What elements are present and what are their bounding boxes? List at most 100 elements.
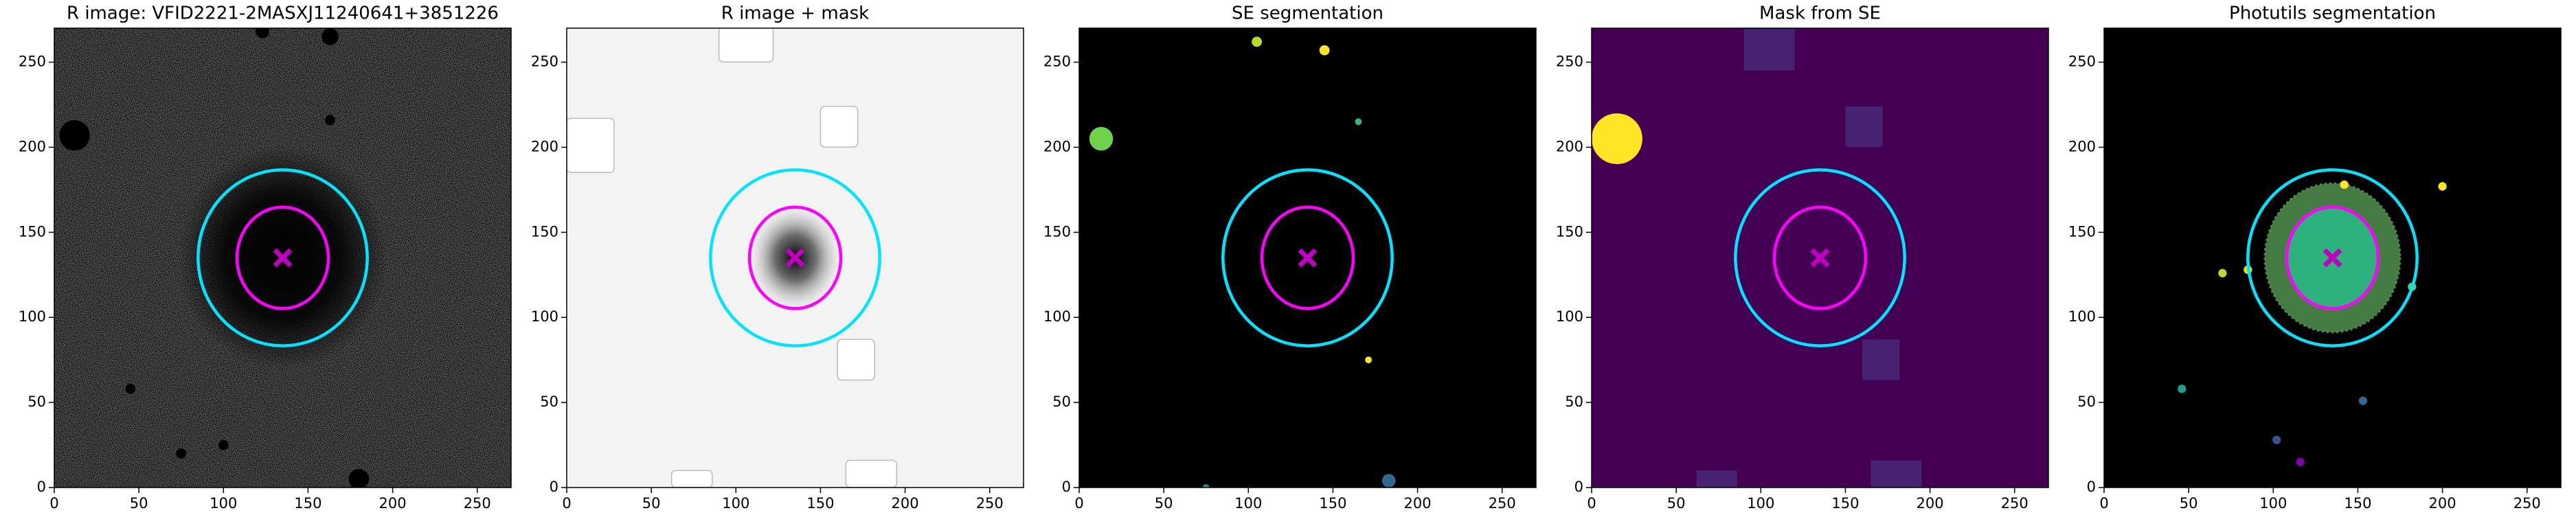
panel-title: SE segmentation: [1232, 3, 1383, 24]
panel-image: [1592, 28, 2048, 488]
x-tick-label: 0: [1074, 495, 1083, 512]
mask-patch: [1862, 339, 1900, 380]
y-tick-label: 50: [540, 393, 558, 410]
y-tick-label: 250: [19, 54, 46, 70]
axes-frame: [2103, 27, 2562, 488]
segment: [2272, 435, 2281, 444]
x-tick-label: 100: [2259, 495, 2287, 512]
star: [321, 28, 339, 45]
mask-patch: [718, 28, 774, 62]
panel-title: Photutils segmentation: [2229, 3, 2436, 24]
star: [59, 119, 90, 151]
panel-image: [2104, 28, 2561, 488]
mask-patch: [820, 106, 859, 148]
aperture-ellipse: [1260, 205, 1355, 310]
x-tick-label: 0: [2099, 495, 2108, 512]
center-marker: [1810, 248, 1830, 268]
y-tick-label: 150: [1556, 223, 1583, 240]
y-tick-label: 250: [531, 54, 558, 70]
x-tick-label: 200: [379, 495, 407, 512]
y-tick-label: 250: [2068, 54, 2096, 70]
panel-title: R image: VFID2221-2MASXJ11240641+3851226: [67, 3, 499, 24]
center-marker: [785, 248, 805, 268]
segment: [2340, 180, 2349, 190]
y-tick-label: 250: [1043, 54, 1071, 70]
mask-patch: [1743, 28, 1795, 71]
segment: [1355, 118, 1362, 126]
star: [256, 28, 269, 38]
y-tick-label: 0: [37, 479, 46, 495]
panel-image: [567, 28, 1024, 488]
mask-patch: [567, 117, 615, 173]
segment: [2218, 268, 2227, 277]
x-tick-label: 50: [642, 495, 661, 512]
x-tick-label: 150: [2344, 495, 2371, 512]
mask-patch: [837, 339, 876, 381]
segment: [2178, 385, 2187, 393]
axes-frame: [1591, 27, 2049, 488]
y-tick-label: 0: [1062, 479, 1071, 495]
y-tick-label: 50: [2077, 393, 2096, 410]
y-tick-label: 200: [1556, 138, 1583, 154]
aperture-ellipse: [709, 168, 881, 347]
x-tick-label: 200: [1404, 495, 1432, 512]
aperture-ellipse: [1221, 168, 1394, 347]
star: [325, 115, 335, 126]
x-tick-label: 200: [2429, 495, 2456, 512]
mask-patch: [845, 459, 898, 488]
aperture-ellipse: [747, 205, 843, 310]
y-tick-label: 250: [1556, 54, 1583, 70]
star: [348, 468, 370, 488]
x-tick-label: 50: [1667, 495, 1686, 512]
panel-image: [54, 28, 511, 488]
y-tick-label: 150: [2068, 223, 2096, 240]
x-tick-label: 0: [1587, 495, 1596, 512]
y-tick-label: 100: [19, 308, 46, 325]
segment: [2358, 396, 2367, 405]
y-tick-label: 100: [1556, 308, 1583, 325]
x-tick-label: 50: [130, 495, 148, 512]
x-tick-label: 50: [1155, 495, 1173, 512]
x-tick-label: 100: [722, 495, 749, 512]
y-tick-label: 50: [1052, 393, 1071, 410]
star: [176, 448, 187, 459]
center-marker: [1298, 248, 1318, 268]
aperture-ellipse: [1772, 205, 1868, 310]
x-tick-label: 100: [1747, 495, 1774, 512]
axes-frame: [1078, 27, 1537, 488]
y-tick-label: 100: [2068, 308, 2096, 325]
x-tick-label: 50: [2180, 495, 2198, 512]
y-tick-label: 100: [531, 308, 558, 325]
x-tick-label: 250: [2001, 495, 2029, 512]
y-tick-label: 0: [550, 479, 558, 495]
y-tick-label: 150: [19, 223, 46, 240]
mask-patch: [1845, 106, 1883, 148]
segment: [1202, 484, 1210, 488]
y-tick-label: 0: [1574, 479, 1583, 495]
segment: [1381, 474, 1396, 488]
mask-patch: [1871, 460, 1922, 488]
x-tick-label: 150: [1831, 495, 1859, 512]
star: [218, 439, 229, 450]
panel-title: Mask from SE: [1759, 3, 1881, 24]
segment: [1089, 126, 1114, 151]
y-tick-label: 0: [2087, 479, 2096, 495]
mask-patch: [670, 470, 713, 488]
panel-title: R image + mask: [721, 3, 870, 24]
axes-frame: [566, 27, 1024, 488]
segment: [1252, 36, 1262, 47]
aperture-ellipse: [196, 168, 369, 347]
center-marker: [273, 248, 293, 268]
aperture-ellipse: [235, 205, 330, 310]
x-tick-label: 150: [1319, 495, 1346, 512]
x-tick-label: 250: [976, 495, 1004, 512]
x-tick-label: 250: [2513, 495, 2541, 512]
x-tick-label: 250: [1489, 495, 1516, 512]
x-tick-label: 0: [49, 495, 58, 512]
aperture-ellipse: [1734, 168, 1906, 347]
x-tick-label: 200: [892, 495, 919, 512]
center-marker: [2323, 248, 2342, 268]
x-tick-label: 100: [1234, 495, 1262, 512]
